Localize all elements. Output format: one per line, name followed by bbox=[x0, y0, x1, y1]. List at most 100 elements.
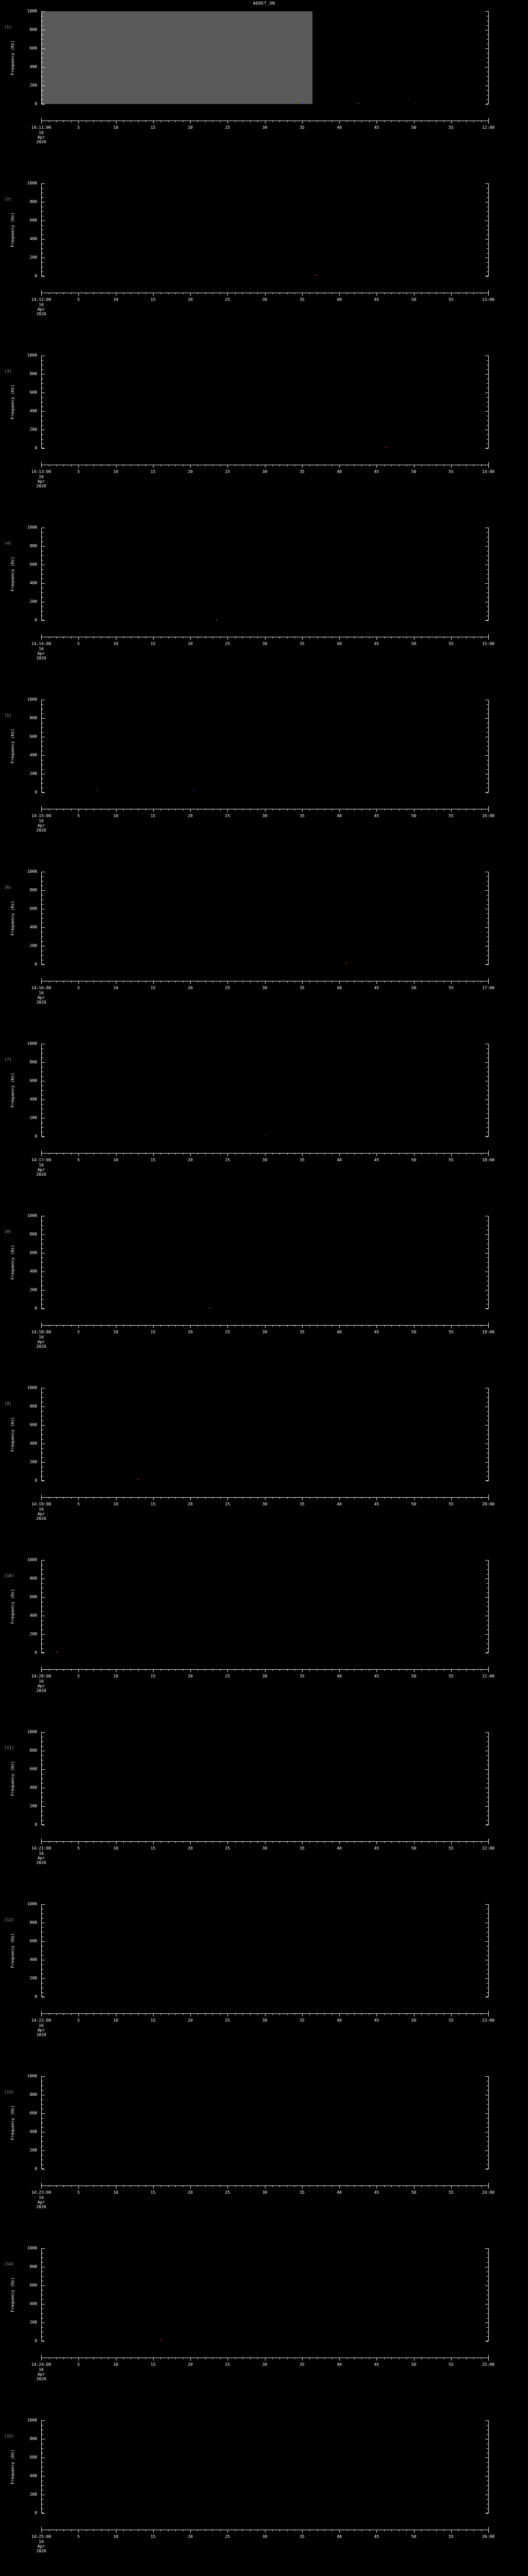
y-tick-major bbox=[42, 583, 45, 584]
x-tick-minor bbox=[183, 1841, 184, 1843]
x-axis-cap bbox=[488, 1839, 489, 1842]
y-tick-minor-right bbox=[487, 732, 488, 733]
x-tick-minor bbox=[458, 2530, 459, 2531]
x-tick-minor bbox=[160, 2185, 161, 2187]
x-tick-minor bbox=[443, 2530, 444, 2531]
y-tick-minor-right bbox=[487, 1299, 488, 1300]
x-tick-label: 20 bbox=[188, 469, 193, 474]
y-tick-major bbox=[42, 1806, 45, 1807]
x-tick-major bbox=[153, 809, 154, 812]
x-tick-major bbox=[265, 465, 266, 468]
x-tick-minor bbox=[212, 465, 213, 466]
y-tick-minor-right bbox=[487, 560, 488, 561]
x-tick-major bbox=[339, 1325, 340, 1328]
x-tick-major bbox=[414, 981, 415, 984]
y-tick-minor bbox=[42, 1434, 43, 1435]
x-tick-minor bbox=[108, 2358, 109, 2359]
y-tick-minor bbox=[42, 1783, 43, 1784]
y-tick-label: 0 bbox=[35, 1134, 37, 1139]
x-tick-label: 50 bbox=[411, 814, 417, 818]
y-axis-right-spine bbox=[488, 700, 489, 792]
x-tick-minor bbox=[220, 2013, 221, 2015]
x-tick-major bbox=[78, 1841, 79, 1844]
x-tick-minor bbox=[384, 293, 385, 294]
y-tick-major bbox=[42, 1462, 45, 1463]
x-tick-minor bbox=[436, 121, 437, 122]
y-tick-minor-right bbox=[487, 1913, 488, 1914]
y-tick-label: 800 bbox=[29, 1404, 37, 1409]
x-tick-minor bbox=[473, 1153, 474, 1155]
x-tick-minor bbox=[235, 2358, 236, 2359]
y-tick-minor-right bbox=[487, 1792, 488, 1793]
x-tick-major bbox=[376, 981, 377, 984]
y-tick-label: 200 bbox=[29, 1804, 37, 1808]
x-tick-label: 15 bbox=[150, 986, 156, 990]
x-tick-major bbox=[339, 293, 340, 296]
date-line: Apr bbox=[37, 1512, 45, 1516]
date-line: 16 bbox=[39, 1163, 44, 1167]
y-tick-major-right bbox=[485, 104, 488, 105]
x-tick-label: 50 bbox=[411, 125, 417, 130]
x-tick-label: 50 bbox=[411, 469, 417, 474]
date-line: Apr bbox=[37, 2200, 45, 2205]
x-tick-minor bbox=[257, 2530, 258, 2531]
x-axis-cap bbox=[488, 118, 489, 121]
x-tick-minor bbox=[56, 2358, 57, 2359]
y-tick-minor bbox=[42, 76, 43, 77]
x-tick-minor bbox=[235, 1153, 236, 1155]
x-tick-label: 40 bbox=[337, 986, 342, 990]
x-tick-minor bbox=[168, 809, 169, 810]
x-tick-minor bbox=[443, 2013, 444, 2015]
x-tick-minor bbox=[369, 1153, 370, 1155]
y-tick-major-right bbox=[485, 11, 488, 12]
y-tick-minor bbox=[42, 2336, 43, 2337]
x-tick-minor bbox=[108, 1497, 109, 1499]
y-tick-label: 200 bbox=[29, 1287, 37, 1292]
date-line: Apr bbox=[37, 307, 45, 312]
axis-cap bbox=[41, 1136, 44, 1137]
y-tick-minor bbox=[42, 913, 43, 914]
x-tick-minor bbox=[63, 2530, 64, 2531]
x-tick-minor bbox=[346, 2530, 348, 2531]
y-tick-label: 0 bbox=[35, 101, 37, 106]
y-tick-minor bbox=[42, 420, 43, 421]
x-tick-minor bbox=[175, 2013, 176, 2015]
axis-cap bbox=[41, 1996, 44, 1997]
x-tick-minor bbox=[86, 1497, 87, 1499]
x-tick-minor bbox=[354, 293, 355, 294]
x-tick-label: 10 bbox=[113, 2362, 119, 2367]
y-tick-minor-right bbox=[487, 1076, 488, 1077]
x-tick-major bbox=[190, 1497, 191, 1500]
x-tick-minor bbox=[205, 981, 206, 982]
x-tick-major bbox=[451, 465, 452, 468]
y-tick-minor-right bbox=[487, 2099, 488, 2100]
x-tick-minor bbox=[279, 1325, 280, 1327]
y-tick-major-right bbox=[485, 2341, 488, 2342]
x-tick-minor bbox=[294, 2530, 295, 2531]
date-line: 16 bbox=[39, 2539, 44, 2544]
x-tick-minor bbox=[242, 1841, 243, 1843]
x-tick-label: 10 bbox=[113, 2190, 119, 2195]
x-tick-minor bbox=[317, 981, 318, 982]
y-tick-minor bbox=[42, 2127, 43, 2128]
y-tick-minor-right bbox=[487, 1569, 488, 1570]
date-line: 16 bbox=[39, 2367, 44, 2372]
x-tick-label: 35 bbox=[299, 641, 305, 646]
x-tick-label: 20 bbox=[188, 1158, 193, 1162]
x-tick-major bbox=[339, 809, 340, 812]
y-tick-major bbox=[42, 276, 45, 277]
x-tick-minor bbox=[391, 637, 392, 638]
x-tick-major bbox=[488, 2185, 489, 2189]
spectrogram-panel: 1000 800 600 400 200 0 Frequency (Hz) (11) 14:21… bbox=[0, 1726, 528, 1898]
x-tick-minor bbox=[466, 2358, 467, 2359]
y-tick-major bbox=[42, 1978, 45, 1979]
y-tick-minor-right bbox=[487, 1746, 488, 1747]
x-tick-minor bbox=[346, 1841, 348, 1843]
x-tick-major bbox=[414, 293, 415, 296]
x-tick-major bbox=[190, 1669, 191, 1672]
x-tick-minor bbox=[287, 2185, 288, 2187]
x-tick-minor bbox=[346, 465, 348, 466]
x-tick-minor bbox=[294, 293, 295, 294]
y-tick-minor bbox=[42, 1820, 43, 1821]
x-tick-minor bbox=[391, 809, 392, 810]
